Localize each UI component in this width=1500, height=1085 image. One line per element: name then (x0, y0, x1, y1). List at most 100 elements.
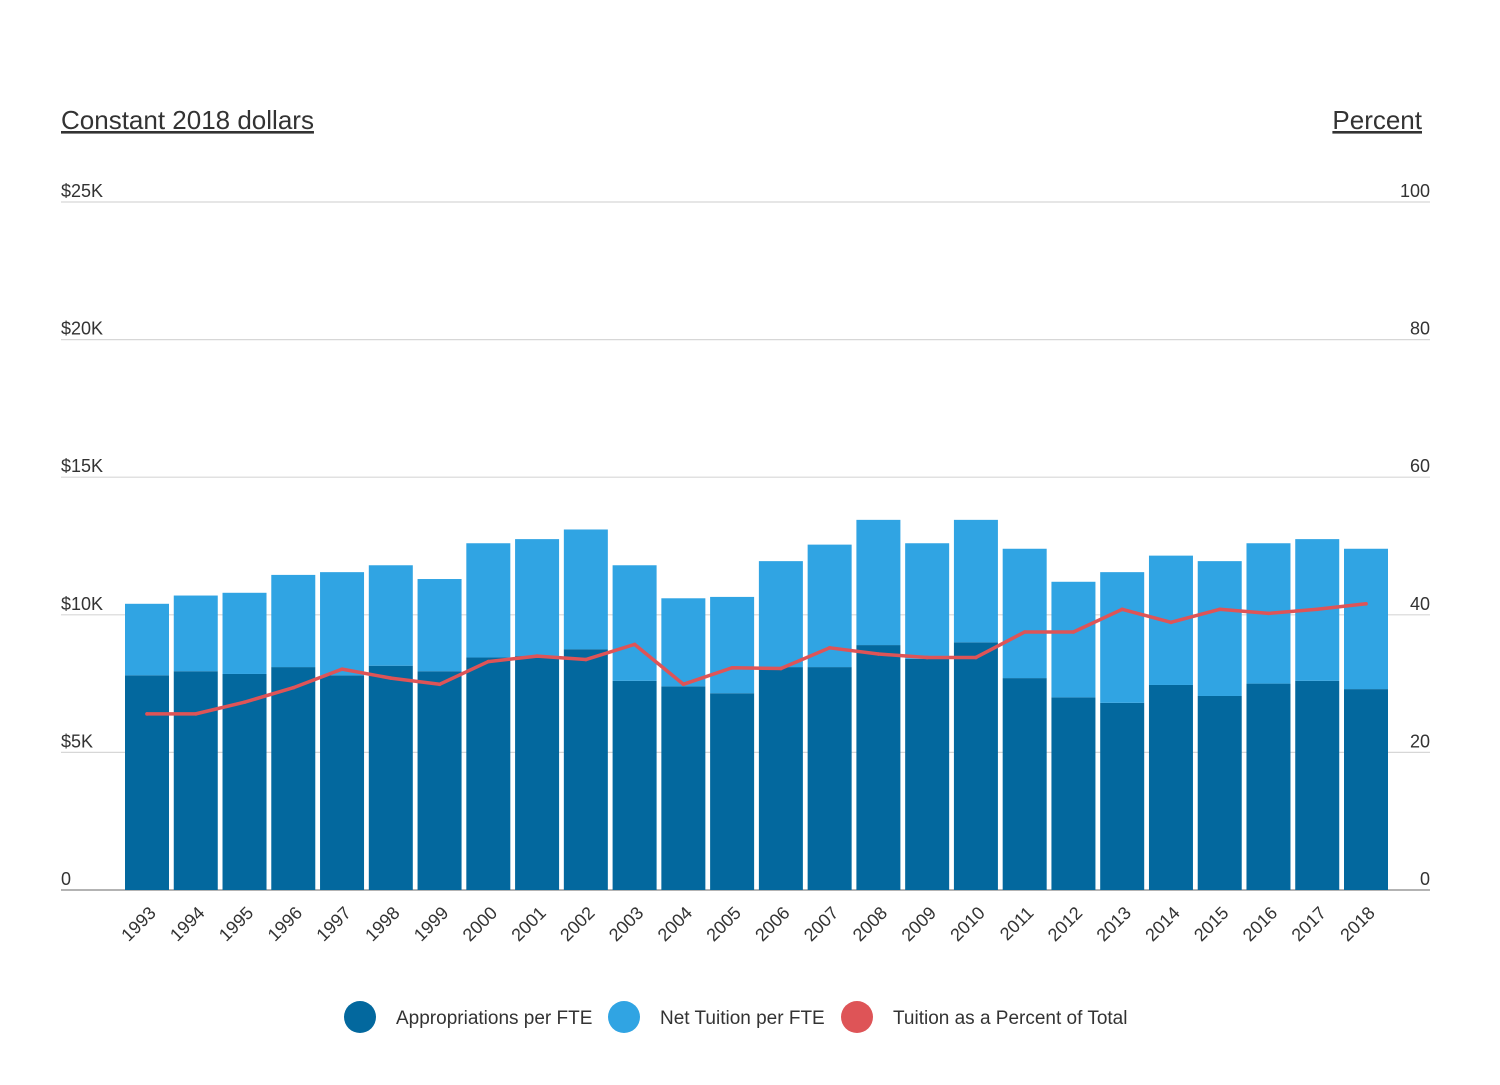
bar-appropriations-per-fte-2007 (807, 667, 852, 890)
legend-label: Net Tuition per FTE (660, 1008, 825, 1029)
bar-appropriations-per-fte-2014 (1148, 684, 1193, 890)
bar-appropriations-per-fte-1997 (320, 675, 365, 890)
bar-appropriations-per-fte-2009 (905, 658, 950, 890)
legend-label: Tuition as a Percent of Total (893, 1008, 1127, 1029)
right-tick-label: 0 (1420, 869, 1430, 889)
right-tick-label: 80 (1410, 319, 1430, 339)
x-tick-label: 2008 (849, 903, 891, 945)
x-tick-label: 2005 (702, 903, 744, 945)
percent-point-2002 (584, 657, 588, 662)
legend: Appropriations per FTE Net Tuition per FT… (344, 1001, 1127, 1033)
x-tick-label: 1999 (410, 903, 452, 945)
left-tick-label: $15K (61, 456, 103, 476)
x-tick-label: 2016 (1239, 903, 1281, 945)
bar-appropriations-per-fte-2006 (758, 667, 803, 890)
legend-swatch (841, 1001, 873, 1033)
percent-point-1994 (193, 712, 198, 716)
x-tick-label: 2006 (751, 903, 793, 945)
percent-point-1996 (291, 685, 296, 690)
x-tick-label: 2017 (1288, 903, 1330, 945)
percent-point-2017 (1315, 607, 1320, 612)
percent-point-1993 (145, 712, 149, 716)
bar-appropriations-per-fte-2015 (1197, 695, 1242, 890)
legend-swatch (344, 1001, 376, 1033)
bar-appropriations-per-fte-2017 (1295, 680, 1340, 890)
x-tick-label: 1994 (166, 903, 208, 945)
bar-appropriations-per-fte-2001 (515, 656, 560, 890)
x-tick-label: 1995 (215, 903, 257, 945)
bar-appropriations-per-fte-2012 (1051, 697, 1096, 890)
percent-line (145, 602, 1368, 716)
percent-point-2011 (1022, 630, 1027, 634)
bar-appropriations-per-fte-2013 (1100, 702, 1145, 890)
percent-point-2016 (1266, 611, 1271, 616)
bar-appropriations-per-fte-2004 (661, 686, 706, 890)
bar-net-tuition-per-fte-1994 (173, 595, 218, 672)
left-tick-label: 0 (61, 869, 71, 889)
left-tick-label: $5K (61, 731, 93, 751)
axis-ticks: 0 0 $5K 20 $10K 40 $15K 60 $20K 80 $25K 100 (61, 181, 1430, 889)
bar-net-tuition-per-fte-2006 (758, 561, 803, 668)
percent-point-2000 (486, 659, 491, 664)
x-tick-label: 2012 (1044, 903, 1086, 945)
x-tick-label: 2014 (1141, 903, 1183, 945)
bar-net-tuition-per-fte-2001 (515, 539, 560, 657)
percent-point-2007 (827, 646, 832, 650)
x-tick-label: 1996 (264, 903, 306, 945)
x-tick-label: 2003 (605, 903, 647, 945)
bar-appropriations-per-fte-1993 (125, 675, 169, 890)
bars (125, 519, 1388, 890)
bar-net-tuition-per-fte-2014 (1148, 555, 1193, 685)
bar-net-tuition-per-fte-2018 (1344, 548, 1388, 690)
x-tick-label: 2004 (654, 903, 696, 945)
percent-point-2013 (1120, 607, 1124, 612)
right-tick-label: 40 (1410, 594, 1430, 614)
x-tick-label: 2015 (1190, 903, 1232, 945)
bar-net-tuition-per-fte-2013 (1100, 572, 1145, 703)
bar-net-tuition-per-fte-2000 (466, 543, 511, 658)
bar-appropriations-per-fte-2016 (1246, 683, 1291, 890)
bar-appropriations-per-fte-2005 (710, 693, 755, 890)
percent-point-1999 (437, 682, 442, 687)
percent-point-2006 (779, 666, 783, 671)
percent-point-2005 (730, 665, 734, 670)
percent-point-2018 (1364, 601, 1368, 606)
bar-net-tuition-per-fte-2012 (1051, 581, 1096, 698)
x-tick-label: 2010 (946, 903, 988, 945)
percent-point-2014 (1169, 620, 1173, 625)
bar-net-tuition-per-fte-1999 (417, 579, 462, 672)
x-tick-label: 2002 (556, 903, 598, 945)
bar-net-tuition-per-fte-2009 (905, 543, 950, 659)
x-tick-label: 1993 (117, 903, 159, 945)
bar-net-tuition-per-fte-2008 (856, 519, 901, 646)
bar-appropriations-per-fte-1999 (417, 671, 462, 890)
x-tick-label: 1998 (361, 903, 403, 945)
percent-point-2012 (1071, 630, 1076, 634)
bar-net-tuition-per-fte-1997 (320, 572, 365, 676)
right-tick-label: 20 (1410, 731, 1430, 751)
x-tick-label: 2001 (507, 903, 549, 945)
bar-net-tuition-per-fte-2005 (710, 596, 755, 694)
bar-net-tuition-per-fte-2002 (563, 529, 608, 650)
bar-net-tuition-per-fte-1995 (222, 592, 267, 674)
x-tick-label: 2013 (1093, 903, 1135, 945)
bar-net-tuition-per-fte-2010 (953, 519, 998, 643)
x-tick-label: 2011 (996, 903, 1038, 945)
bar-appropriations-per-fte-2008 (856, 645, 901, 890)
right-tick-label: 60 (1410, 456, 1430, 476)
x-tick-label: 2018 (1336, 903, 1378, 945)
percent-point-1998 (389, 676, 393, 680)
bar-appropriations-per-fte-1996 (271, 667, 316, 890)
bar-net-tuition-per-fte-2011 (1002, 548, 1047, 679)
bar-appropriations-per-fte-2010 (953, 642, 998, 890)
percent-point-2015 (1217, 607, 1222, 612)
percent-point-2010 (974, 655, 978, 660)
percent-point-2009 (925, 655, 929, 660)
bar-appropriations-per-fte-1998 (368, 665, 413, 890)
percent-line-layer (145, 601, 1368, 716)
x-tick-label: 2007 (800, 903, 842, 945)
left-tick-label: $10K (61, 594, 103, 614)
bar-appropriations-per-fte-2000 (466, 657, 511, 890)
x-axis-labels: 1993 1994 1995 1996 1997 1998 1999 2000 2001 2002… (117, 903, 1378, 945)
